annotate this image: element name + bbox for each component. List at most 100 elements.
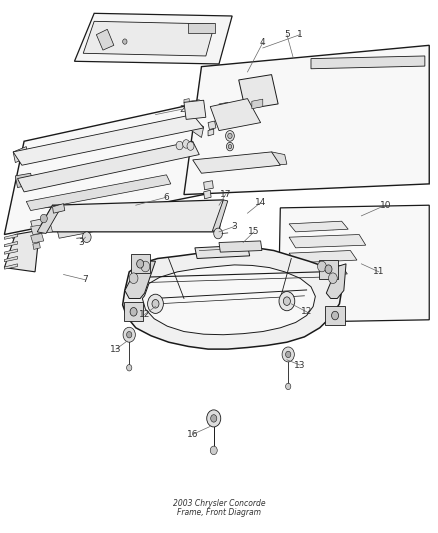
Polygon shape (13, 115, 204, 165)
Polygon shape (188, 23, 215, 33)
Bar (319, 260, 338, 279)
Polygon shape (4, 249, 18, 254)
Polygon shape (123, 248, 342, 349)
Circle shape (130, 308, 137, 316)
Circle shape (123, 39, 127, 44)
Polygon shape (31, 233, 44, 243)
Circle shape (286, 351, 291, 358)
Circle shape (328, 273, 337, 284)
Circle shape (127, 332, 132, 338)
Text: Frame, Front Diagram: Frame, Front Diagram (177, 508, 261, 517)
Polygon shape (289, 281, 339, 293)
Polygon shape (33, 243, 40, 249)
Circle shape (283, 297, 290, 305)
Circle shape (279, 292, 295, 311)
Polygon shape (311, 56, 425, 69)
Polygon shape (31, 208, 99, 229)
Circle shape (183, 140, 190, 148)
Text: 11: 11 (373, 268, 385, 276)
Polygon shape (208, 121, 216, 130)
Polygon shape (289, 235, 366, 248)
Circle shape (207, 410, 221, 427)
Text: 13: 13 (110, 345, 122, 353)
Polygon shape (278, 205, 429, 322)
Polygon shape (252, 99, 263, 109)
Circle shape (82, 232, 91, 243)
Circle shape (226, 131, 234, 141)
Text: 4: 4 (260, 38, 265, 47)
Bar (325, 306, 345, 325)
Polygon shape (212, 200, 228, 232)
Polygon shape (289, 221, 348, 232)
Polygon shape (96, 29, 114, 50)
Polygon shape (26, 175, 171, 211)
Polygon shape (74, 13, 232, 64)
Polygon shape (4, 230, 39, 272)
Text: 17: 17 (220, 190, 231, 199)
Circle shape (211, 415, 217, 422)
Polygon shape (204, 190, 211, 199)
Polygon shape (204, 181, 213, 190)
Polygon shape (83, 21, 215, 56)
Circle shape (123, 327, 135, 342)
Polygon shape (4, 264, 18, 269)
Bar (124, 302, 143, 321)
Polygon shape (4, 234, 18, 239)
Polygon shape (208, 129, 214, 136)
Polygon shape (4, 99, 219, 235)
Polygon shape (4, 256, 18, 262)
Polygon shape (219, 102, 229, 109)
Circle shape (226, 142, 233, 151)
Text: 5: 5 (284, 30, 290, 39)
Circle shape (318, 261, 326, 272)
Circle shape (152, 300, 159, 308)
Circle shape (210, 446, 217, 455)
Circle shape (137, 260, 144, 268)
Polygon shape (184, 100, 206, 119)
Polygon shape (193, 152, 280, 173)
Text: 16: 16 (187, 430, 198, 439)
Polygon shape (219, 241, 262, 252)
Text: 14: 14 (255, 198, 266, 207)
Polygon shape (239, 75, 278, 109)
Circle shape (127, 365, 132, 371)
Text: 3: 3 (231, 222, 237, 231)
Polygon shape (326, 264, 346, 298)
Text: 13: 13 (294, 361, 306, 369)
Polygon shape (210, 99, 261, 131)
Text: 12: 12 (301, 308, 312, 316)
Polygon shape (53, 204, 65, 213)
Text: 15: 15 (248, 228, 260, 236)
Circle shape (332, 311, 339, 320)
Text: 6: 6 (163, 193, 170, 201)
Text: 7: 7 (82, 276, 88, 284)
Polygon shape (184, 99, 189, 102)
Polygon shape (289, 251, 357, 263)
Circle shape (286, 383, 291, 390)
Text: 2003 Chrysler Concorde: 2003 Chrysler Concorde (173, 499, 265, 508)
Polygon shape (15, 173, 33, 188)
Circle shape (228, 144, 232, 149)
Polygon shape (289, 265, 347, 276)
Circle shape (325, 265, 332, 273)
Polygon shape (272, 152, 287, 165)
Text: 1: 1 (297, 30, 303, 39)
Circle shape (187, 142, 194, 150)
Polygon shape (18, 141, 199, 192)
Polygon shape (57, 214, 134, 238)
Polygon shape (37, 205, 61, 233)
Circle shape (176, 141, 183, 150)
Circle shape (141, 261, 150, 272)
Text: 12: 12 (139, 310, 150, 319)
Polygon shape (31, 224, 53, 235)
Circle shape (129, 273, 138, 284)
Text: 2: 2 (179, 105, 184, 114)
Text: 3: 3 (78, 238, 84, 247)
Circle shape (228, 133, 232, 139)
Polygon shape (4, 241, 18, 247)
Polygon shape (37, 200, 223, 232)
Circle shape (214, 228, 223, 239)
Circle shape (148, 294, 163, 313)
Polygon shape (142, 265, 315, 335)
Polygon shape (184, 45, 429, 195)
